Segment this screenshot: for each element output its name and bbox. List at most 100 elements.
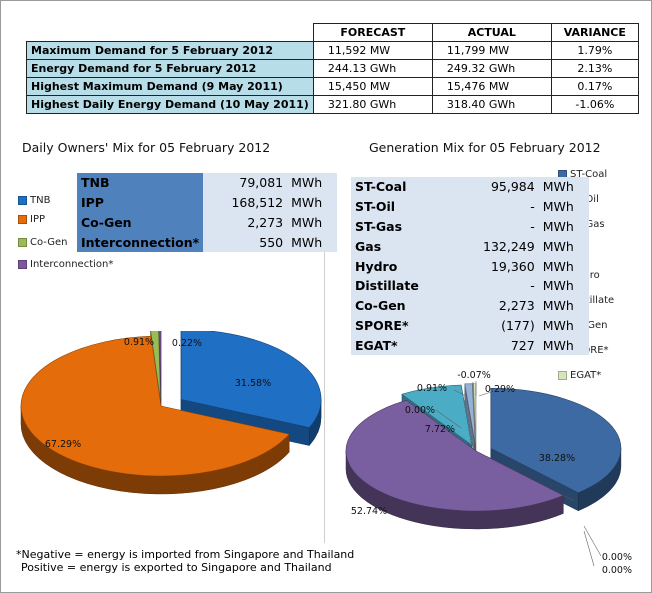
pie-slice	[401, 384, 472, 446]
gen-table-unit: MWh	[538, 236, 589, 257]
pie-data-label: -0.07%	[457, 370, 491, 381]
gen-table-name: ST-Oil	[351, 196, 479, 217]
summary-row-forecast: 11,592 MW	[312, 41, 433, 60]
summary-row: Maximum Demand for 5 February 2012 11,592…	[26, 41, 639, 60]
gen-legend-label: Distillate	[570, 295, 615, 306]
gen-table-value: 19,360	[479, 256, 539, 276]
panel-divider	[324, 173, 325, 543]
summary-row-variance: 2.13%	[550, 59, 639, 78]
demand-summary-table: FORECAST ACTUAL VARIANCE Maximum Demand …	[26, 23, 639, 114]
owners-legend-item: Interconnection*	[18, 259, 113, 270]
gen-table-value: 95,984	[479, 177, 539, 197]
pie-slice	[345, 399, 565, 512]
owners-mix-title: Daily Owners' Mix for 05 February 2012	[22, 140, 271, 155]
gen-table-name: Distillate	[351, 275, 479, 296]
summary-header-forecast: FORECAST	[312, 23, 433, 42]
owners-legend-swatch	[18, 238, 27, 247]
summary-row-actual: 249.32 GWh	[431, 59, 552, 78]
summary-body: Maximum Demand for 5 February 2012 11,592…	[26, 41, 639, 114]
owners-mix-pie-chart: 31.58% 67.29% 0.91% 0.22%	[20, 331, 322, 495]
summary-row-variance: -1.06%	[550, 95, 639, 114]
gen-table-row: Co-Gen 2,273 MWh	[351, 295, 589, 316]
pie-data-label: 7.72%	[425, 424, 455, 435]
owners-legend-item: TNB	[18, 195, 50, 206]
gen-table-unit: MWh	[538, 196, 589, 217]
gen-table-value: -	[479, 196, 539, 217]
summary-row-variance: 0.17%	[550, 77, 639, 96]
owners-table-unit: MWh	[287, 212, 338, 233]
pie-data-label: 0.00%	[602, 565, 632, 576]
summary-row-actual: 11,799 MW	[431, 41, 552, 60]
footnote-negative: *Negative = energy is imported from Sing…	[16, 548, 355, 561]
owners-table-value: 550	[203, 232, 288, 253]
summary-row-label: Highest Maximum Demand (9 May 2011)	[26, 77, 314, 96]
generation-mix-pie-chart: 38.28% 0.00% 0.00% 52.74% 7.72% 0.00% 0.91% -0.…	[345, 370, 632, 576]
gen-table-unit: MWh	[538, 335, 589, 356]
pie-data-label: 0.91%	[124, 337, 154, 348]
owners-legend-swatch	[18, 215, 27, 224]
gen-table-name: Hydro	[351, 256, 479, 276]
gen-table-value: 132,249	[479, 236, 539, 257]
gen-table-value: -	[479, 275, 539, 296]
pie-leader-line	[583, 530, 595, 567]
summary-row-forecast: 321.80 GWh	[312, 95, 433, 114]
gen-table-unit: MWh	[538, 295, 589, 316]
gen-legend-label: Co-Gen	[570, 320, 608, 331]
owners-table-name: IPP	[77, 192, 204, 213]
gen-table-row: SPORE* (177) MWh	[351, 315, 589, 336]
gen-table-row: ST-Gas - MWh	[351, 216, 589, 237]
summary-row-forecast: 15,450 MW	[312, 77, 433, 96]
owners-table-unit: MWh	[287, 232, 338, 253]
owners-table-name: TNB	[77, 173, 204, 193]
gen-table-name: SPORE*	[351, 315, 479, 336]
summary-row-label: Maximum Demand for 5 February 2012	[26, 41, 314, 60]
gen-table-row: Gas 132,249 MWh	[351, 236, 589, 257]
pie-slice	[472, 382, 476, 443]
summary-row-actual: 15,476 MW	[431, 77, 552, 96]
summary-row-forecast: 244.13 GWh	[312, 59, 433, 78]
pie-slice	[490, 388, 622, 494]
summary-header-variance: VARIANCE	[550, 23, 639, 42]
pie-data-label: 0.22%	[172, 338, 202, 349]
pie-slice	[465, 391, 477, 452]
owners-table-row: TNB 79,081 MWh	[77, 173, 338, 193]
generation-mix-table: ST-Coal 95,984 MWh ST-Oil - MWh ST-Gas - MWh Gas 1…	[351, 177, 589, 356]
footnote: *Negative = energy is imported from Sing…	[16, 548, 354, 574]
gen-table-row: EGAT* 727 MWh	[351, 335, 589, 356]
pie-leader-line	[583, 525, 602, 557]
gen-table-value: 727	[479, 335, 539, 356]
owners-legend-label: Interconnection*	[30, 259, 114, 270]
gen-table-value: 2,273	[479, 295, 539, 316]
gen-table-unit: MWh	[538, 275, 589, 296]
pie-leader-line	[453, 389, 467, 397]
pie-slice	[158, 331, 162, 400]
summary-header-blank	[26, 23, 314, 42]
summary-row: Energy Demand for 5 February 2012 244.13 …	[26, 59, 639, 78]
pie-slice	[180, 331, 322, 428]
owners-mix-table: TNB 79,081 MWh IPP 168,512 MWh Co-Gen 2,273 MWh I…	[77, 173, 338, 253]
gen-table-value: -	[479, 216, 539, 237]
pie-data-label: 0.29%	[485, 384, 515, 395]
pie-data-label: 52.74%	[351, 506, 387, 517]
pie-leader-line	[435, 409, 462, 429]
gen-table-unit: MWh	[538, 177, 589, 197]
owners-table-row: IPP 168,512 MWh	[77, 192, 338, 213]
gen-legend-item: EGAT*	[558, 370, 601, 381]
summary-row-actual: 318.40 GWh	[431, 95, 552, 114]
owners-table-value: 2,273	[203, 212, 288, 233]
owners-table-row: Co-Gen 2,273 MWh	[77, 212, 338, 233]
owners-legend-item: IPP	[18, 214, 45, 225]
gen-table-value: (177)	[479, 315, 539, 336]
pie-data-label: 67.29%	[45, 439, 81, 450]
gen-table-name: EGAT*	[351, 335, 479, 356]
gen-table-row: ST-Coal 95,984 MWh	[351, 177, 589, 197]
summary-row: Highest Daily Energy Demand (10 May 2011…	[26, 95, 639, 114]
pie-data-label: 0.91%	[417, 383, 447, 394]
gen-legend-label: ST-Coal	[570, 169, 608, 180]
owners-legend-label: TNB	[30, 195, 51, 206]
pie-slice	[20, 335, 290, 477]
summary-header-row: FORECAST ACTUAL VARIANCE	[26, 23, 639, 42]
owners-table-name: Co-Gen	[77, 212, 204, 233]
generation-mix-title: Generation Mix for 05 February 2012	[369, 140, 601, 155]
